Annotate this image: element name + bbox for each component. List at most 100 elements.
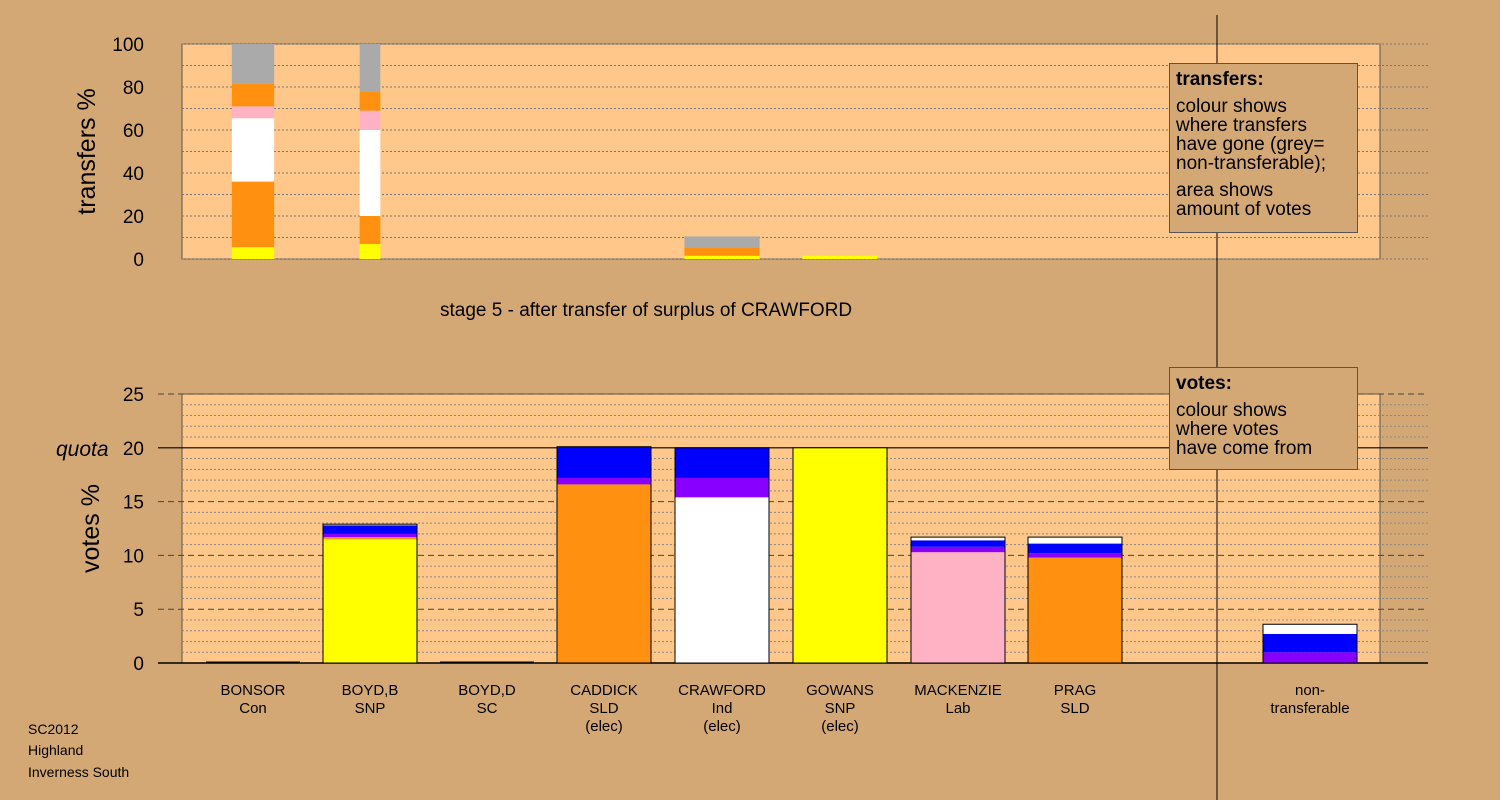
candidate-label-line: SC: [476, 700, 498, 717]
vote-bar-segment: [1263, 624, 1357, 634]
votes-y-tick-label: 10: [123, 546, 144, 567]
vote-bar-outline: [792, 447, 888, 664]
footer-election: SC2012: [28, 721, 79, 737]
quota-label: quota: [56, 438, 109, 461]
candidate-label-line: SLD: [1060, 700, 1090, 717]
vote-bar-outline: [910, 536, 1006, 664]
transfers-y-tick-label: 100: [112, 35, 144, 56]
candidate-label-line: BOYD,B: [341, 682, 399, 699]
vote-bar-segment: [911, 537, 1005, 541]
vote-bar-segment: [1263, 633, 1357, 653]
candidate-label-line: PRAG: [1053, 682, 1097, 699]
vote-bar-segment: [675, 477, 769, 498]
transfer-bar-segment: [359, 216, 381, 244]
vote-bar-outline: [674, 447, 770, 664]
candidate-label: CRAWFORD Ind (elec): [662, 682, 782, 736]
votes-legend-line: have come from: [1176, 438, 1313, 459]
vote-bar-segment: [557, 484, 651, 663]
transfers-legend-line: area shows: [1176, 180, 1274, 201]
votes-y-axis-label: votes %: [77, 484, 105, 573]
votes-legend-line: colour shows: [1176, 400, 1287, 421]
candidate-label-line: SNP: [354, 700, 386, 717]
votes-y-tick-label: 25: [123, 385, 144, 406]
votes-y-tick-label: 5: [133, 600, 144, 621]
vote-bar-segment: [1028, 543, 1122, 554]
transfers-y-tick-label: 0: [133, 250, 144, 271]
vote-bar-segment: [1028, 553, 1122, 558]
transfer-bar-segment: [231, 83, 275, 107]
candidate-label-line: SNP: [824, 700, 856, 717]
vote-bar-outline: [1262, 623, 1358, 664]
votes-legend-title: votes:: [1176, 373, 1232, 394]
vote-bar-segment: [557, 446, 651, 478]
candidate-label-line: (elec): [585, 718, 623, 735]
vote-bar-segment: [323, 533, 417, 538]
stage-label: stage 5 - after transfer of surplus of C…: [440, 300, 853, 321]
candidate-label-line: MACKENZIE: [914, 682, 1002, 699]
vote-bar-segment: [675, 447, 769, 478]
vote-bar-outline: [556, 446, 652, 664]
candidate-label-line: SLD: [589, 700, 619, 717]
transfer-bar-segment: [684, 255, 760, 259]
footer-ward: Inverness South: [28, 764, 130, 780]
transfers-legend-title: transfers:: [1176, 69, 1264, 90]
transfer-bar-segment: [684, 236, 760, 248]
transfers-y-tick-label: 60: [123, 121, 144, 142]
candidate-label: BOYD,D SC: [427, 682, 547, 718]
votes-legend: votes: colour shows where votes have com…: [1169, 367, 1358, 470]
vote-bar-segment: [1263, 652, 1357, 663]
candidate-label-line: non-: [1294, 682, 1326, 699]
votes-legend-line: where votes: [1176, 419, 1279, 440]
transfers-legend-line: non-transferable);: [1176, 153, 1326, 174]
transfer-bar-segment: [802, 255, 878, 259]
vote-bar-outline: [1027, 536, 1123, 664]
transfers-y-tick-label: 20: [123, 207, 144, 228]
transfer-bar-segment: [359, 110, 381, 130]
candidate-label-line: CADDICK: [570, 682, 638, 699]
candidate-label: MACKENZIE Lab: [898, 682, 1018, 718]
candidate-label-line: transferable: [1270, 700, 1350, 717]
vote-bar-segment: [323, 537, 417, 540]
candidate-label: CADDICK SLD (elec): [544, 682, 664, 736]
transfers-y-tick-label: 40: [123, 164, 144, 185]
transfer-bar-segment: [231, 181, 275, 248]
vote-bar-segment: [1028, 557, 1122, 663]
votes-y-tick-label: 15: [123, 493, 144, 514]
transfer-bar-segment: [231, 106, 275, 119]
candidate-label-line: BOYD,D: [458, 682, 516, 699]
transfer-bar-segment: [359, 91, 381, 111]
transfer-bar-segment: [231, 247, 275, 259]
transfers-legend-line: where transfers: [1176, 115, 1307, 136]
transfers-legend-line: amount of votes: [1176, 199, 1312, 220]
transfer-bar-segment: [359, 243, 381, 259]
transfer-bar-segment: [684, 252, 760, 256]
vote-bar-segment: [793, 447, 887, 663]
transfers-legend-line: have gone (grey=: [1176, 134, 1325, 155]
vote-bar-segment: [1028, 537, 1122, 544]
candidate-label: BOYD,B SNP: [310, 682, 430, 718]
candidate-label-line: (elec): [703, 718, 741, 735]
footer-council: Highland: [28, 742, 84, 758]
vote-bar-segment: [557, 477, 651, 485]
transfers-legend: transfers: colour shows where transfers …: [1169, 63, 1358, 233]
transfers-legend-line: colour shows: [1176, 96, 1287, 117]
vote-bar-segment: [323, 525, 417, 534]
transfer-bar-segment: [684, 247, 760, 253]
vote-bar-segment: [323, 539, 417, 663]
vote-bar-segment: [911, 552, 1005, 663]
transfers-y-axis-label: transfers %: [73, 88, 101, 214]
transfers-y-tick-label: 80: [123, 78, 144, 99]
candidate-label-line: Con: [239, 700, 267, 717]
vote-bar-segment: [323, 524, 417, 526]
transfer-bar-segment: [359, 44, 381, 92]
vote-bar-segment: [911, 540, 1005, 547]
transfer-bar-segment: [359, 130, 381, 216]
vote-bar-outline: [322, 523, 418, 664]
candidate-label-line: Lab: [945, 700, 971, 717]
candidate-label: non-transferable: [1250, 682, 1370, 718]
candidate-label-line: BONSOR: [220, 682, 286, 699]
vote-bar-segment: [911, 546, 1005, 553]
candidate-label-line: Ind: [711, 700, 733, 717]
candidate-label: BONSOR Con: [193, 682, 313, 718]
candidate-label-line: (elec): [821, 718, 859, 735]
